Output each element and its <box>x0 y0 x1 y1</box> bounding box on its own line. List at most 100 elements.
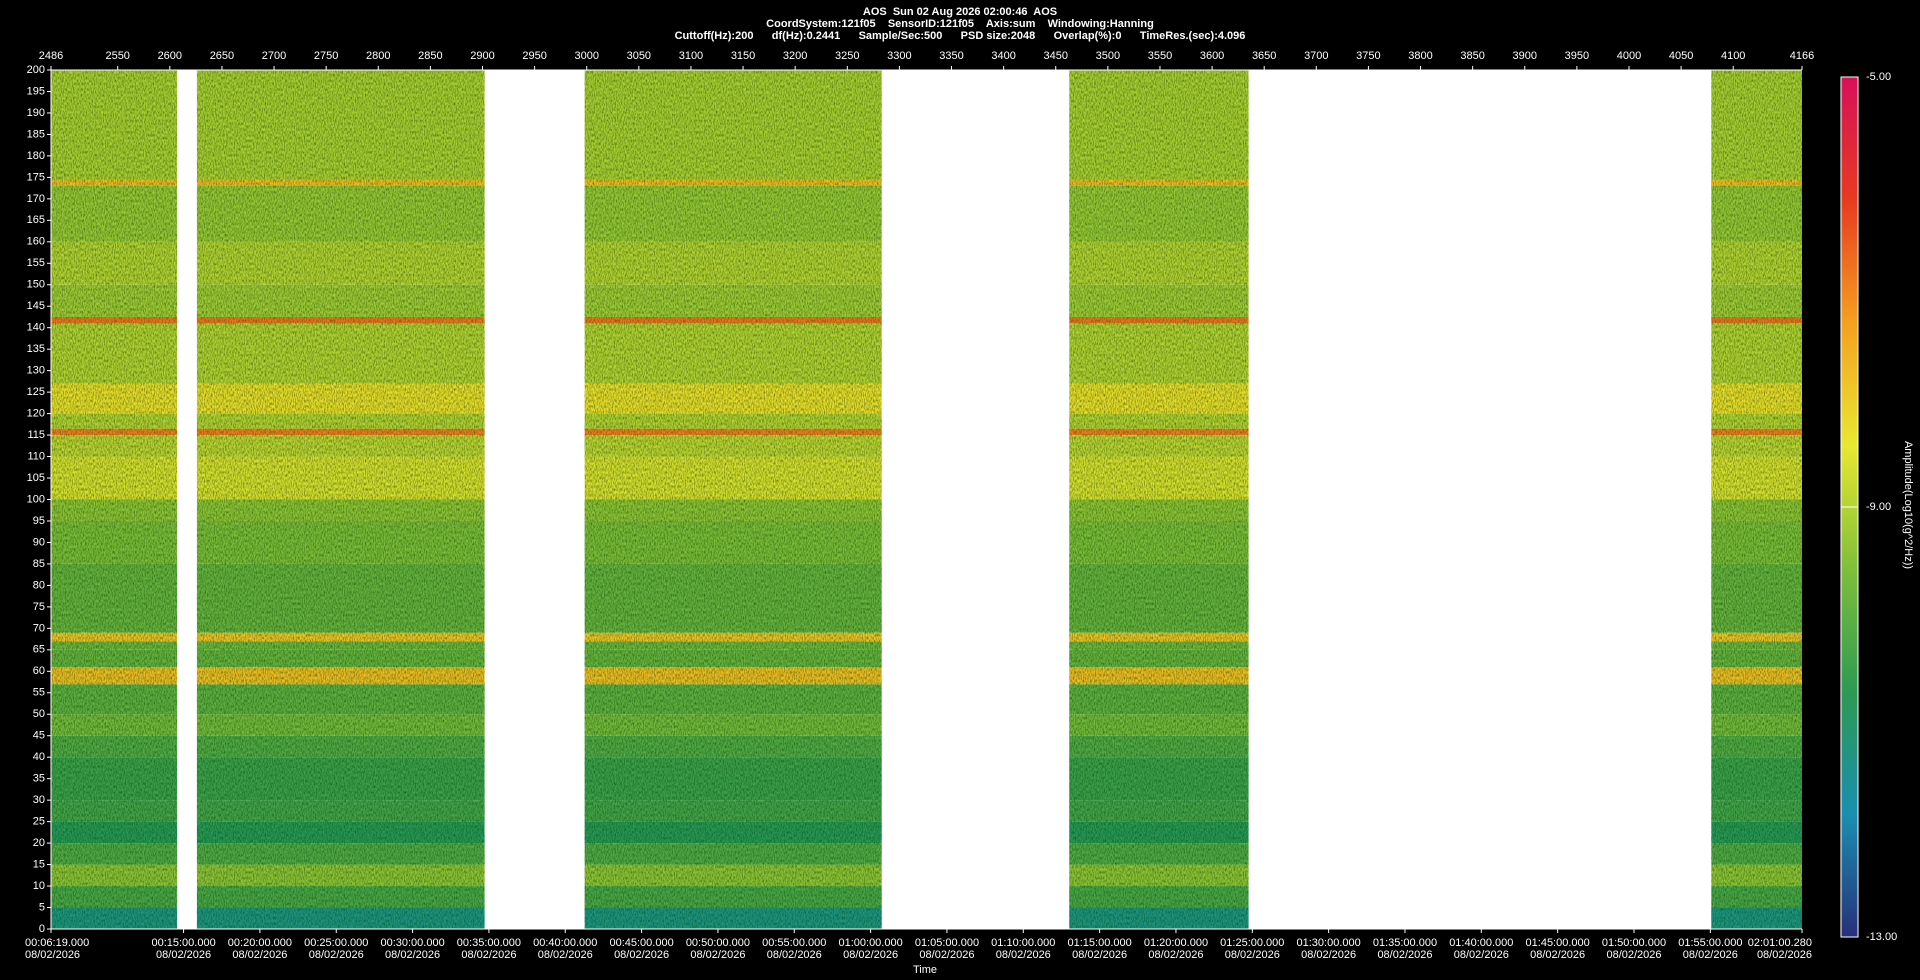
spectrogram-cell <box>1711 179 1802 186</box>
time-tick-date: 08/02/2026 <box>614 949 669 961</box>
x-tick-label: 3650 <box>1252 50 1276 62</box>
time-tick-label: 01:00:00.000 <box>838 937 902 949</box>
x-tick-label: 3150 <box>731 50 755 62</box>
spectrogram-cell <box>584 800 882 822</box>
time-tick-label: 02:01:00.280 <box>1748 937 1812 949</box>
spectrogram-cell <box>1069 886 1249 908</box>
x-tick-label: 4166 <box>1790 50 1814 62</box>
spectrogram-cell <box>51 907 178 929</box>
x-tick-label: 2850 <box>418 50 442 62</box>
time-tick-date: 08/02/2026 <box>1377 949 1432 961</box>
time-tick-label: 00:35:00.000 <box>457 937 521 949</box>
y-tick-label: 100 <box>27 493 45 505</box>
y-tick-label: 65 <box>33 644 45 656</box>
spectrogram-cell <box>196 684 485 715</box>
spectrogram-cell <box>51 886 178 908</box>
x-tick-label: 3600 <box>1200 50 1224 62</box>
spectrogram-cell <box>1069 667 1249 685</box>
spectrogram-cell <box>584 413 882 429</box>
time-tick-label: 01:45:00.000 <box>1526 937 1590 949</box>
y-tick-label: 30 <box>33 794 45 806</box>
y-tick-label: 70 <box>33 622 45 634</box>
time-tick-date: 08/02/2026 <box>538 949 593 961</box>
time-tick-label: 01:05:00.000 <box>915 937 979 949</box>
spectrogram-cell <box>196 435 485 457</box>
time-tick-label: 01:10:00.000 <box>991 937 1055 949</box>
spectrogram-cell <box>584 428 882 436</box>
spectrogram-cell <box>1711 632 1802 642</box>
chart-title: AOS Sun 02 Aug 2026 02:00:46 AOS <box>863 6 1057 18</box>
spectrogram-cell <box>1069 456 1249 500</box>
x-tick-label: 4000 <box>1617 50 1641 62</box>
x-axis-label: Time <box>913 964 937 976</box>
spectrogram-cell <box>584 649 882 668</box>
spectrogram-cell <box>51 70 178 180</box>
y-tick-label: 35 <box>33 773 45 785</box>
spectrogram-cell <box>51 684 178 715</box>
y-tick-label: 125 <box>27 386 45 398</box>
spectrogram-cell <box>51 316 178 324</box>
y-tick-label: 200 <box>27 64 45 76</box>
x-tick-label: 3900 <box>1513 50 1537 62</box>
spectrogram-cell <box>1711 383 1802 414</box>
spectrogram-cell <box>1069 714 1249 736</box>
spectrogram-cell <box>584 70 882 180</box>
x-tick-label: 3200 <box>783 50 807 62</box>
time-tick-label: 01:25:00.000 <box>1220 937 1284 949</box>
spectrogram-cell <box>1711 886 1802 908</box>
spectrogram-cell <box>1711 714 1802 736</box>
chart-subtitle: Cuttoff(Hz):200 df(Hz):0.2441 Sample/Sec… <box>675 30 1246 42</box>
spectrogram-cell <box>51 714 178 736</box>
spectrogram-cell <box>1711 413 1802 429</box>
spectrogram-cell <box>51 499 178 521</box>
spectrogram-cell <box>51 323 178 384</box>
spectrogram-cell <box>584 520 882 564</box>
spectrogram-cell <box>584 185 882 242</box>
spectrogram-cell <box>196 641 485 650</box>
colorbar-label: Amplitude(Log10(g^2/Hz)) <box>1902 441 1914 569</box>
spectrogram-cell <box>1069 684 1249 715</box>
spectrogram-cell <box>196 241 485 285</box>
y-tick-label: 85 <box>33 558 45 570</box>
spectrogram-cell <box>196 179 485 186</box>
spectrogram-cell <box>584 735 882 758</box>
spectrogram-cell <box>1069 735 1249 758</box>
spectrogram-cell <box>51 632 178 642</box>
time-tick-label: 00:06:19.000 <box>25 937 89 949</box>
x-tick-label: 2950 <box>522 50 546 62</box>
spectrogram-cell <box>584 632 882 642</box>
x-tick-label: 3050 <box>627 50 651 62</box>
x-tick-label: 3850 <box>1460 50 1484 62</box>
spectrogram-cell <box>584 907 882 929</box>
x-tick-label: 3400 <box>991 50 1015 62</box>
x-tick-label: 3450 <box>1043 50 1067 62</box>
y-tick-label: 105 <box>27 472 45 484</box>
spectrogram-cell <box>584 843 882 865</box>
spectrogram-cell <box>1069 179 1249 186</box>
y-tick-label: 15 <box>33 858 45 870</box>
spectrogram-cell <box>584 563 882 633</box>
spectrogram-data <box>51 70 1802 929</box>
x-tick-label: 3550 <box>1148 50 1172 62</box>
spectrogram-cell <box>51 435 178 457</box>
y-tick-label: 10 <box>33 880 45 892</box>
time-tick-date: 08/02/2026 <box>1683 949 1738 961</box>
y-tick-label: 170 <box>27 193 45 205</box>
spectrogram-cell <box>196 843 485 865</box>
spectrogram-cell <box>1069 821 1249 844</box>
spectrogram-cell <box>196 632 485 642</box>
spectrogram-cell <box>1711 456 1802 500</box>
spectrogram-cell <box>196 70 485 180</box>
spectrogram-cell <box>1711 316 1802 324</box>
y-tick-label: 160 <box>27 236 45 248</box>
spectrogram-cell <box>1711 684 1802 715</box>
spectrogram-cell <box>1069 383 1249 414</box>
spectrogram-cell <box>1069 800 1249 822</box>
spectrogram-cell <box>51 649 178 668</box>
spectrogram-cell <box>51 520 178 564</box>
time-tick-label: 01:50:00.000 <box>1602 937 1666 949</box>
y-tick-label: 155 <box>27 257 45 269</box>
x-tick-label: 2800 <box>366 50 390 62</box>
spectrogram-cell <box>196 413 485 429</box>
spectrogram-cell <box>51 563 178 633</box>
